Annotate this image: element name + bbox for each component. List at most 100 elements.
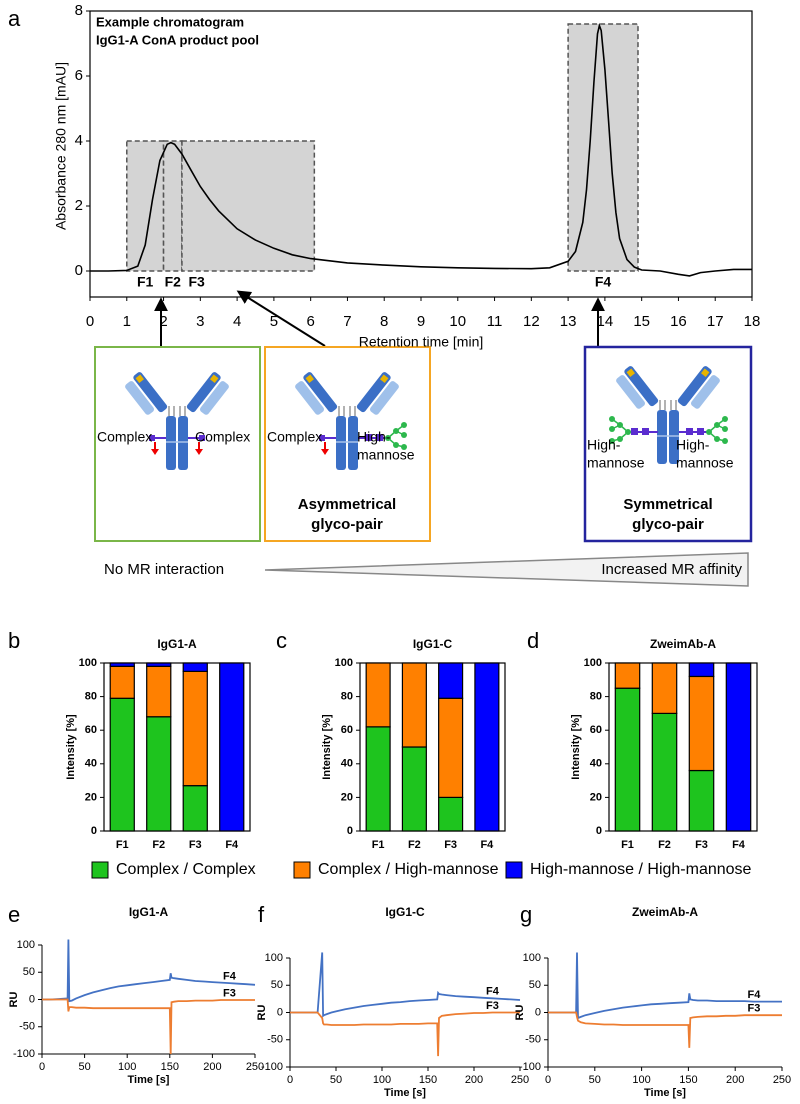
x-tick-label: 1 <box>123 313 131 330</box>
legend-label: High-mannose / High-mannose <box>530 861 752 878</box>
y-tick-label: 60 <box>341 724 353 736</box>
plot-frame <box>103 662 251 832</box>
chart-title: ZweimAb-A <box>632 905 698 919</box>
plot-frame <box>608 662 758 832</box>
y-tick-label: -100 <box>519 1061 541 1073</box>
bar-segment <box>401 662 427 748</box>
series-label: F4 <box>223 971 237 983</box>
fraction-box <box>181 140 316 272</box>
bar-segment <box>219 662 245 832</box>
y-tick-label: 0 <box>277 1006 283 1018</box>
y-axis-label: Intensity [%] <box>321 714 333 780</box>
x-tick-label: F4 <box>225 839 239 851</box>
series-line <box>290 952 521 1018</box>
y-tick-label: 2 <box>75 197 83 214</box>
bar-segment <box>109 662 135 667</box>
fraction-label: F2 <box>165 274 182 290</box>
bar-segment <box>146 665 172 718</box>
x-tick-label: F3 <box>189 839 202 851</box>
y-tick-label: -50 <box>19 1021 35 1033</box>
glycan <box>609 416 728 444</box>
x-tick-label: 100 <box>373 1074 391 1086</box>
y-tick-label: 20 <box>590 791 602 803</box>
y-tick-label: 8 <box>75 2 83 19</box>
plot-frame <box>359 662 506 832</box>
y-tick-label: 0 <box>91 825 97 837</box>
x-tick-label: 11 <box>487 313 503 330</box>
x-tick-label: 10 <box>449 313 466 330</box>
fraction-label: F4 <box>595 274 612 290</box>
diagram-box <box>264 346 431 542</box>
bar-segment <box>688 662 715 678</box>
panel-label: e <box>8 902 20 927</box>
series-line <box>42 939 256 1003</box>
panel-label: c <box>276 628 287 653</box>
bar-segment <box>365 662 391 728</box>
arrow <box>236 290 326 347</box>
y-tick-label: -100 <box>261 1061 283 1073</box>
affinity-wedge <box>264 552 749 587</box>
y-axis-label: Intensity [%] <box>570 714 582 780</box>
x-tick-label: F1 <box>116 839 129 851</box>
x-axis-label: Time [s] <box>128 1074 170 1086</box>
glycan-label: Complex <box>97 429 152 445</box>
series-line <box>90 22 752 277</box>
chart-title: Example chromatogram <box>96 14 244 29</box>
bar-segment <box>438 662 464 699</box>
x-tick-label: 150 <box>679 1074 697 1086</box>
y-tick-label: 6 <box>75 67 83 84</box>
bar-segment <box>688 675 715 772</box>
chart-title: IgG1-C <box>385 905 425 919</box>
series-label: F3 <box>747 1003 760 1015</box>
x-tick-label: F4 <box>480 839 494 851</box>
bar-segment <box>614 662 641 689</box>
diagram-box <box>583 345 753 543</box>
fraction-box <box>162 140 183 272</box>
x-tick-label: 12 <box>523 313 540 330</box>
glycan <box>319 422 407 455</box>
legend-swatch <box>293 861 311 879</box>
bar-segment <box>474 662 500 832</box>
x-tick-label: 2 <box>159 313 167 330</box>
y-tick-label: 50 <box>271 979 283 991</box>
y-tick-label: 100 <box>79 657 97 669</box>
y-axis-label: RU <box>8 992 20 1008</box>
y-tick-label: 40 <box>341 758 353 770</box>
glycan-label: mannose <box>587 455 645 471</box>
x-tick-label: 14 <box>597 313 614 330</box>
x-axis-label: Time [s] <box>644 1087 686 1099</box>
bar-segment <box>438 697 464 799</box>
glycan-label: Complex <box>195 429 250 445</box>
legend-swatch <box>505 861 523 879</box>
x-tick-label: F3 <box>444 839 457 851</box>
y-tick-label: -100 <box>13 1048 35 1060</box>
x-tick-label: 13 <box>560 313 577 330</box>
scale-label: Increased MR affinity <box>601 561 742 578</box>
x-tick-label: 200 <box>203 1061 221 1073</box>
panel-label: d <box>527 628 539 653</box>
bar-segment <box>109 697 135 832</box>
bar-segment <box>182 785 208 832</box>
diagram-box <box>94 346 261 542</box>
glycan-label: High- <box>676 437 710 453</box>
glyco-pair-caption: Asymmetrical <box>298 496 396 513</box>
panel-label: f <box>258 902 265 927</box>
x-tick-label: F4 <box>732 839 746 851</box>
x-tick-label: 15 <box>633 313 650 330</box>
x-tick-label: 16 <box>670 313 687 330</box>
x-tick-label: 200 <box>726 1074 744 1086</box>
chart-subtitle: IgG1-A ConA product pool <box>96 32 259 47</box>
x-tick-label: 250 <box>773 1074 791 1086</box>
x-tick-label: 0 <box>287 1074 293 1086</box>
y-tick-label: 50 <box>529 979 541 991</box>
y-axis-label: RU <box>514 1005 526 1021</box>
x-tick-label: 8 <box>380 313 388 330</box>
x-tick-label: 7 <box>343 313 351 330</box>
y-tick-label: 80 <box>85 691 97 703</box>
y-tick-label: 0 <box>596 825 602 837</box>
x-tick-label: 0 <box>545 1074 551 1086</box>
y-tick-label: 40 <box>590 758 602 770</box>
x-tick-label: 9 <box>417 313 425 330</box>
x-tick-label: 50 <box>589 1074 601 1086</box>
